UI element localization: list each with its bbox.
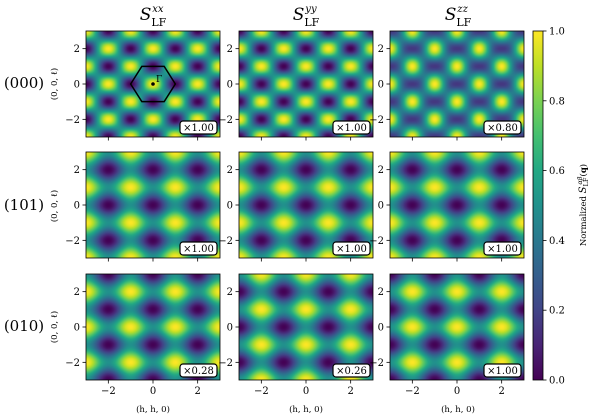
scale-badge-text: ×1.00 <box>183 123 214 134</box>
col-title-yy: SLFyy <box>293 4 320 29</box>
scale-badge-box <box>179 241 218 256</box>
heatmap-panels: 20−2×1.0020−2×1.0020−2×0.8020−2×1.0020−2… <box>65 30 525 397</box>
colorbar-tick-label: 0.6 <box>549 166 565 177</box>
x-axis-label-col2: (h, h, 0) <box>289 404 323 415</box>
gamma-point-label: Γ <box>156 75 162 85</box>
y-tick-label: 2 <box>74 165 80 176</box>
x-tick-label: −2 <box>254 386 269 397</box>
colorbar-tick-label: 0.4 <box>549 236 565 247</box>
y-axis-label-row2: (0, 0, ℓ) <box>49 190 60 222</box>
scale-badge-box <box>483 241 522 256</box>
scale-badge-box <box>332 120 371 135</box>
scale-badge-box <box>179 120 218 135</box>
x-tick-label: 2 <box>498 386 504 397</box>
scale-badge-text: ×1.00 <box>487 244 518 255</box>
y-tick-label: 2 <box>378 165 384 176</box>
y-tick-label: 2 <box>378 287 384 298</box>
x-tick-label: 2 <box>194 386 200 397</box>
brillouin-zone-hexagon <box>129 65 177 103</box>
x-tick-label: −2 <box>101 386 116 397</box>
heatmap-panel-r3-c1 <box>86 274 220 380</box>
heatmap-panel-r2-c2 <box>239 152 373 258</box>
y-tick-label: 0 <box>74 201 80 212</box>
y-tick-label: −2 <box>369 236 384 247</box>
scale-badge-box <box>332 241 371 256</box>
x-tick-label: 2 <box>347 386 353 397</box>
colorbar-tick-label: 0.2 <box>549 306 565 317</box>
y-tick-label: −2 <box>218 236 233 247</box>
heatmap-panel-r3-c2 <box>239 274 373 380</box>
scale-badge-text: ×1.00 <box>487 366 518 377</box>
y-tick-label: 0 <box>378 201 384 212</box>
colorbar <box>532 30 544 381</box>
scale-badge-text: ×0.80 <box>487 123 518 134</box>
heatmap-panel-r1-c3 <box>390 31 524 137</box>
x-tick-label: −2 <box>405 386 420 397</box>
y-tick-label: 0 <box>74 323 80 334</box>
y-tick-label: −2 <box>218 358 233 369</box>
colorbar-tick-label: 0.8 <box>549 96 565 107</box>
x-axis-label-col1: (h, h, 0) <box>136 404 170 415</box>
scale-badge-text: ×1.00 <box>336 244 367 255</box>
x-axis-label-col3: (h, h, 0) <box>441 404 475 415</box>
scale-badge-box <box>483 120 522 135</box>
col-title-xx: SLFxx <box>140 4 167 29</box>
scale-badge-box <box>332 363 371 378</box>
y-tick-label: −2 <box>65 115 80 126</box>
colorbar-label: Normalized SLFαβ(q) <box>576 164 590 246</box>
y-tick-label: 0 <box>378 80 384 91</box>
colorbar-ticks: 0.0 0.2 0.4 0.6 0.8 1.0 <box>543 27 565 387</box>
scale-badge-box <box>483 363 522 378</box>
heatmap-panel-r3-c3 <box>390 274 524 380</box>
y-axis-label-row1: (0, 0, ℓ) <box>49 68 60 100</box>
y-tick-label: −2 <box>218 115 233 126</box>
y-tick-label: 2 <box>227 165 233 176</box>
y-tick-label: −2 <box>65 236 80 247</box>
scale-badge-text: ×0.26 <box>336 366 367 377</box>
y-tick-label: 0 <box>74 80 80 91</box>
y-tick-label: −2 <box>369 115 384 126</box>
x-tick-label: 0 <box>454 386 460 397</box>
col-title-zz: SLFzz <box>445 4 472 29</box>
y-tick-label: 2 <box>74 44 80 55</box>
scale-badge-text: ×0.28 <box>183 366 214 377</box>
scale-badge-text: ×1.00 <box>183 244 214 255</box>
x-tick-label: 0 <box>150 386 156 397</box>
y-tick-label: 0 <box>378 323 384 334</box>
y-tick-label: 0 <box>227 201 233 212</box>
y-tick-label: −2 <box>369 358 384 369</box>
y-axis-label-row3: (0, 0, ℓ) <box>49 311 60 343</box>
row-label-010: (010) <box>4 317 44 335</box>
colorbar-tick-label: 1.0 <box>549 27 565 38</box>
y-tick-label: 2 <box>227 44 233 55</box>
y-tick-label: 0 <box>227 323 233 334</box>
gamma-point-marker <box>151 82 155 86</box>
scale-badge-text: ×1.00 <box>336 123 367 134</box>
y-tick-label: 0 <box>227 80 233 91</box>
row-label-000: (000) <box>4 74 44 92</box>
row-label-101: (101) <box>4 196 44 214</box>
y-tick-label: 2 <box>227 287 233 298</box>
y-tick-label: 2 <box>378 44 384 55</box>
scale-badge-box <box>179 363 218 378</box>
y-tick-label: −2 <box>65 358 80 369</box>
heatmap-panel-r2-c1 <box>86 152 220 258</box>
heatmap-panel-r2-c3 <box>390 152 524 258</box>
x-tick-label: 0 <box>303 386 309 397</box>
y-tick-label: 2 <box>74 287 80 298</box>
heatmap-panel-r1-c2 <box>239 31 373 137</box>
colorbar-tick-label: 0.0 <box>549 376 565 387</box>
